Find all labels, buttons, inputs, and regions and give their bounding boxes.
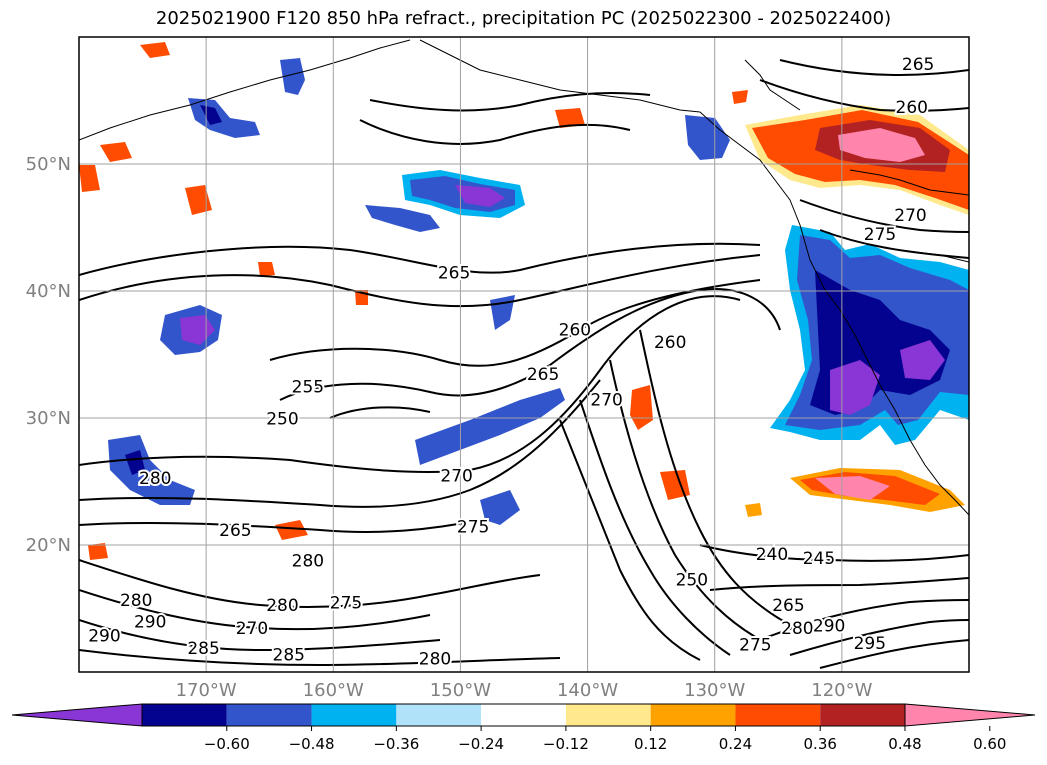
map-panel: 2652602702752652602602652702552502702802… xyxy=(26,36,970,700)
lon-tick-label: 130°W xyxy=(684,680,745,700)
colorbar-extend-low xyxy=(11,703,143,727)
contour-label: 250 xyxy=(676,571,708,591)
contour-label: 270 xyxy=(590,390,622,410)
colorbar-tick-label: 0.12 xyxy=(634,735,667,753)
contour-label: 260 xyxy=(654,333,686,353)
colorbar-segment xyxy=(735,704,821,726)
contour-label: 290 xyxy=(134,613,166,633)
colorbar-extend-high xyxy=(904,703,1036,727)
colorbar-tick-label: −0.48 xyxy=(289,735,335,753)
contour-label: 280 xyxy=(266,596,298,616)
contour-label: 295 xyxy=(854,634,886,654)
colorbar-segment xyxy=(565,704,651,726)
colorbar-segments xyxy=(11,703,1036,727)
colorbar-tick-label: −0.36 xyxy=(373,735,419,753)
map-grid xyxy=(79,37,969,672)
contour-label: 280 xyxy=(139,469,171,489)
colorbar-segment xyxy=(820,704,905,726)
contour-label-layer: 2652602702752652602602652702552502702802… xyxy=(86,53,936,671)
contour-label: 290 xyxy=(813,616,845,636)
map-frame xyxy=(78,36,970,673)
colorbar-tick-label: 0.48 xyxy=(888,735,921,753)
lat-tick-labels: 50°N 40°N 30°N 20°N xyxy=(26,154,71,556)
colorbar-segment xyxy=(650,704,736,726)
colorbar-tick-label: 0.36 xyxy=(804,735,837,753)
lon-tick-label: 170°W xyxy=(176,680,237,700)
colorbar-segment xyxy=(142,704,227,726)
contour-label: 265 xyxy=(219,521,251,541)
contour-label: 270 xyxy=(440,467,472,487)
colorbar-tick-labels: −0.60 −0.48 −0.36 −0.24 −0.12 0.12 0.24 0.36 0.4… xyxy=(204,726,1006,753)
refractivity-contours xyxy=(79,59,969,669)
contour-label: 280 xyxy=(419,649,451,669)
colorbar-outline xyxy=(141,703,906,727)
page-title: 2025021900 F120 850 hPa refract., precip… xyxy=(155,8,892,29)
contour-label: 245 xyxy=(803,549,835,569)
contour-label: 280 xyxy=(120,591,152,611)
contour-label: 270 xyxy=(236,619,268,639)
lon-tick-label: 120°W xyxy=(811,680,872,700)
contour-label: 265 xyxy=(772,596,804,616)
contour-label: 265 xyxy=(527,365,559,385)
colorbar-segment xyxy=(226,704,312,726)
contour-label: 285 xyxy=(273,646,305,666)
contour-label: 260 xyxy=(559,320,591,340)
colorbar-tick-label: 0.24 xyxy=(719,735,752,753)
contour-label: 275 xyxy=(864,225,896,245)
contour-label: 270 xyxy=(894,206,926,226)
contour-label: 275 xyxy=(457,517,489,537)
lon-tick-label: 160°W xyxy=(303,680,364,700)
contour-label: 265 xyxy=(438,263,470,283)
colorbar-segment xyxy=(481,704,566,726)
colorbar-tick-label: −0.24 xyxy=(458,735,504,753)
contour-label: 280 xyxy=(781,619,813,639)
lon-tick-labels: 170°W 160°W 150°W 140°W 130°W 120°W xyxy=(176,680,873,700)
contour-label: 240 xyxy=(756,545,788,565)
lon-tick-label: 140°W xyxy=(557,680,618,700)
contour-label: 250 xyxy=(266,409,298,429)
lat-tick-label: 40°N xyxy=(26,281,71,302)
contour-label: 265 xyxy=(902,55,934,75)
contour-label: 255 xyxy=(292,378,324,398)
contour-label: 290 xyxy=(88,627,120,647)
lon-tick-label: 150°W xyxy=(430,680,491,700)
contour-label: 275 xyxy=(330,594,362,614)
colorbar-segment xyxy=(396,704,482,726)
colorbar-tick-label: −0.60 xyxy=(204,735,250,753)
lat-tick-label: 30°N xyxy=(26,408,71,429)
contour-label: 275 xyxy=(739,635,771,655)
contour-label: 285 xyxy=(187,639,219,659)
colorbar-tick-label: 0.60 xyxy=(973,735,1006,753)
lat-tick-label: 50°N xyxy=(26,154,71,175)
lat-tick-label: 20°N xyxy=(26,535,71,556)
colorbar-segment xyxy=(311,704,397,726)
contour-label: 280 xyxy=(292,552,324,572)
colorbar-tick-label: −0.12 xyxy=(543,735,589,753)
contour-label: 260 xyxy=(896,98,928,118)
